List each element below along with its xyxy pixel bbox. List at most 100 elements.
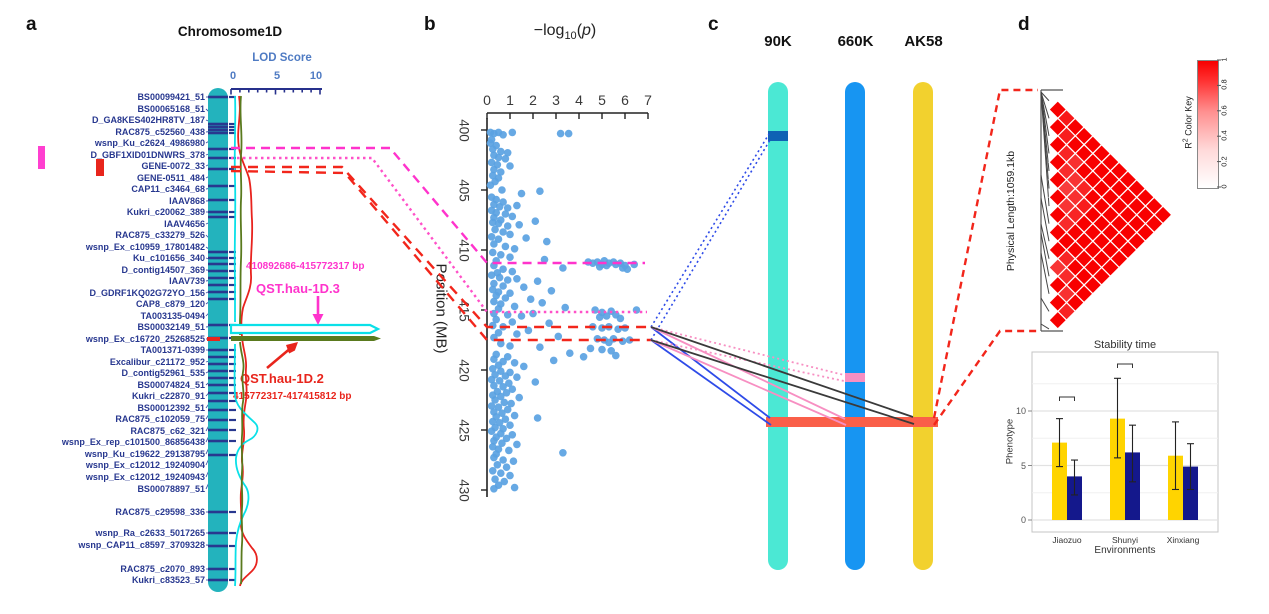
chromosome-band bbox=[208, 439, 228, 443]
snp-point bbox=[502, 434, 511, 443]
chromosome-band bbox=[208, 256, 228, 260]
marker-label: Kukri_c83523_57 bbox=[131, 575, 205, 585]
snp-point bbox=[491, 396, 499, 404]
genetic-position-tick bbox=[229, 122, 236, 126]
marker-label: Excalibur_c21172_952 bbox=[109, 357, 205, 367]
qtl2-interval-text: 415772317-417415812 bp bbox=[233, 391, 352, 402]
lod-tick-label: 5 bbox=[273, 70, 281, 82]
marker-label: D_GBF1XID01DNWRS_378 bbox=[90, 150, 205, 160]
snp-point bbox=[497, 469, 505, 478]
snp-point bbox=[513, 201, 521, 210]
snp-point bbox=[589, 323, 597, 331]
chromosome-band bbox=[208, 283, 228, 287]
snp-point bbox=[488, 365, 497, 373]
bar-navy-haplotype-xinxiang bbox=[1183, 466, 1198, 520]
snp-point bbox=[510, 483, 519, 492]
marker-label: RAC875_c62_321 bbox=[130, 426, 205, 436]
snp-point bbox=[497, 392, 505, 401]
snp-point bbox=[502, 463, 511, 472]
genetic-position-tick bbox=[229, 95, 236, 99]
snp-point bbox=[490, 381, 498, 390]
snp-position-line bbox=[1040, 297, 1050, 312]
genetic-position-tick bbox=[229, 383, 236, 387]
lod-axis-title: LOD Score bbox=[252, 52, 312, 64]
snp-point bbox=[495, 377, 504, 385]
snp-point bbox=[593, 335, 602, 343]
genetic-position-tick bbox=[229, 567, 236, 571]
column-header-ak58: AK58 bbox=[904, 33, 943, 50]
snp-point bbox=[564, 129, 573, 138]
chromosome-band bbox=[208, 128, 228, 132]
qtl2-arrow bbox=[266, 346, 293, 369]
snp-position-line bbox=[1040, 91, 1050, 207]
marker-label: wsnp_Ra_c2633_5017265 bbox=[95, 528, 205, 538]
snp-point bbox=[503, 222, 512, 230]
chromosome-band bbox=[208, 269, 228, 273]
barchart-title: Stability time bbox=[1093, 339, 1157, 351]
marker-label: RAC875_c52560_438 bbox=[115, 127, 205, 137]
b-x-tick-label: 3 bbox=[552, 92, 560, 108]
chromosome-band bbox=[208, 276, 228, 280]
snp-point bbox=[510, 359, 519, 367]
bar-navy-haplotype-jiaozuo bbox=[1067, 476, 1082, 520]
genetic-position-tick bbox=[229, 391, 236, 395]
snp-point bbox=[579, 353, 588, 361]
genetic-position-tick bbox=[229, 128, 236, 132]
snp-point bbox=[494, 153, 503, 162]
snp-point bbox=[598, 345, 606, 354]
snp-point bbox=[524, 326, 533, 335]
panel-d-label: d bbox=[1018, 14, 1030, 35]
marker-label: CAP8_c879_120 bbox=[135, 299, 205, 309]
genetic-position-tick bbox=[229, 355, 236, 359]
snp-point bbox=[547, 287, 556, 295]
genetic-position-tick bbox=[229, 544, 236, 548]
snp-point bbox=[497, 367, 505, 376]
chromosome-band bbox=[208, 147, 228, 151]
ld-cell bbox=[1048, 310, 1068, 330]
marker-label: wsnp_Ex_c12012_19240943 bbox=[85, 472, 205, 482]
chromosome-column-ak58 bbox=[913, 82, 933, 570]
snp-point bbox=[618, 337, 627, 346]
snp-point bbox=[497, 251, 505, 259]
barchart-category-label: Jiaozuo bbox=[1052, 535, 1082, 545]
snp-point bbox=[488, 443, 497, 451]
b-x-tick-label: 7 bbox=[644, 92, 652, 108]
snp-point bbox=[559, 449, 567, 457]
qtl-marker-band bbox=[207, 337, 220, 341]
b-x-tick-label: 2 bbox=[529, 92, 537, 108]
marker-label: IAAV868 bbox=[169, 196, 205, 206]
snp-point bbox=[559, 264, 567, 272]
panel-c-label: c bbox=[708, 14, 719, 35]
marker-label: BS00099421_51 bbox=[137, 92, 205, 102]
snp-point bbox=[566, 349, 574, 358]
snp-point bbox=[490, 240, 498, 248]
genetic-position-tick bbox=[229, 510, 236, 514]
marker-label: IAAV739 bbox=[169, 276, 205, 286]
snp-point bbox=[490, 261, 498, 270]
marker-label: BS00078897_51 bbox=[137, 484, 205, 494]
snp-point bbox=[499, 456, 507, 464]
marker-label: Ku_c101656_340 bbox=[132, 253, 205, 263]
snp-position-line bbox=[1040, 323, 1050, 330]
snp-point bbox=[506, 230, 514, 239]
chromosome-title: Chromosome1D bbox=[177, 24, 283, 39]
genetic-position-tick bbox=[229, 531, 236, 535]
snp-point bbox=[486, 181, 495, 189]
snp-point bbox=[500, 477, 509, 486]
genetic-position-tick bbox=[229, 362, 236, 366]
snp-point bbox=[540, 255, 549, 264]
chromosome-band bbox=[208, 125, 228, 129]
marker-label: wsnp_Ku_c19622_29138795 bbox=[84, 449, 205, 459]
snp-point bbox=[487, 402, 496, 410]
snp-point bbox=[538, 299, 546, 307]
snp-point bbox=[536, 343, 544, 352]
snp-point bbox=[487, 375, 496, 384]
marker-label: BS00065168_51 bbox=[137, 104, 205, 114]
marker-label: GENE-0072_33 bbox=[141, 161, 205, 171]
snp-position-line bbox=[1040, 232, 1050, 277]
snp-point bbox=[607, 347, 615, 355]
genetic-position-tick bbox=[229, 369, 236, 373]
title-prefix: −log bbox=[533, 22, 565, 39]
chromosome-column-90k bbox=[768, 82, 788, 570]
